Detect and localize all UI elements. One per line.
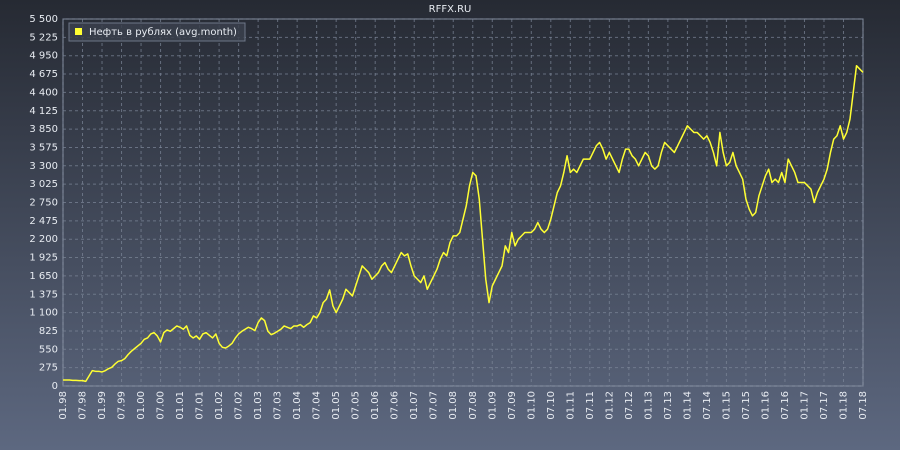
x-tick-label: 01.99 (97, 391, 108, 420)
x-tick-label: 07.10 (546, 391, 557, 420)
x-tick-label: 07.08 (468, 391, 479, 420)
legend-label: Нефть в рублях (avg.month) (89, 27, 237, 38)
x-tick-label: 01.01 (175, 391, 186, 420)
y-tick-label: 4 400 (29, 87, 58, 98)
x-tick-label: 07.98 (78, 391, 89, 420)
y-tick-label: 5 500 (29, 14, 58, 25)
x-tick-label: 07.06 (390, 391, 401, 420)
x-tick-label: 01.16 (760, 391, 771, 420)
y-tick-label: 825 (39, 326, 58, 337)
x-tick-label: 01.09 (487, 391, 498, 420)
x-tick-label: 01.00 (136, 391, 147, 420)
legend-box (68, 22, 246, 42)
x-tick-label: 07.12 (624, 391, 635, 420)
legend-swatch (75, 28, 82, 35)
x-tick-label: 07.07 (429, 391, 440, 420)
y-tick-label: 550 (39, 344, 58, 355)
x-tick-label: 01.11 (565, 391, 576, 420)
y-tick-label: 4 125 (29, 106, 58, 117)
x-tick-label: 01.06 (370, 391, 381, 420)
y-tick-label: 2 475 (29, 216, 58, 227)
y-tick-label: 1 375 (29, 289, 58, 300)
x-tick-label: 01.05 (331, 391, 342, 420)
y-tick-label: 1 650 (29, 271, 58, 282)
x-tick-label: 07.99 (117, 391, 128, 420)
y-tick-label: 3 300 (29, 161, 58, 172)
x-tick-label: 01.07 (409, 391, 420, 420)
x-tick-label: 01.12 (604, 391, 615, 420)
x-tick-label: 07.04 (312, 391, 323, 420)
x-tick-label: 01.04 (292, 391, 303, 420)
y-tick-label: 3 850 (29, 124, 58, 135)
line (63, 64, 864, 383)
x-tick-label: 07.16 (780, 391, 791, 420)
x-tick-label: 07.09 (507, 391, 518, 420)
y-tick-label: 3 025 (29, 179, 58, 190)
y-tick-label: 3 575 (29, 142, 58, 153)
y-tick-label: 1 100 (29, 308, 58, 319)
x-tick-label: 01.02 (214, 391, 225, 420)
y-tick-label: 275 (39, 363, 58, 374)
x-tick-label: 07.11 (585, 391, 596, 420)
chart-title: RFFX.RU (429, 4, 472, 15)
x-tick-label: 07.00 (156, 391, 167, 420)
x-tick-label: 01.13 (643, 391, 654, 420)
x-tick-label: 01.10 (526, 391, 537, 420)
x-tick-label: 07.03 (273, 391, 284, 420)
y-tick-label: 2 750 (29, 198, 58, 209)
x-tick-label: 07.01 (195, 391, 206, 420)
y-tick-label: 0 (52, 381, 58, 392)
x-tick-label: 01.03 (253, 391, 264, 420)
y-tick-label: 1 925 (29, 253, 58, 264)
x-tick-label: 07.05 (351, 391, 362, 420)
x-tick-label: 01.98 (58, 391, 69, 420)
x-tick-label: 07.15 (741, 391, 752, 420)
y-tick-label: 2 200 (29, 234, 58, 245)
x-tick-label: 01.15 (721, 391, 732, 420)
x-tick-label: 01.14 (682, 391, 693, 420)
x-tick-label: 07.17 (819, 391, 830, 420)
x-tick-label: 01.17 (799, 391, 810, 420)
x-tick-label: 01.08 (448, 391, 459, 420)
x-tick-label: 07.13 (663, 391, 674, 420)
y-tick-label: 4 675 (29, 69, 58, 80)
x-tick-label: 01.18 (838, 391, 849, 420)
y-tick-label: 4 950 (29, 51, 58, 62)
y-tick-label: 5 225 (29, 32, 58, 43)
x-tick-label: 07.18 (858, 391, 869, 420)
x-tick-label: 07.14 (702, 391, 713, 420)
x-tick-label: 07.02 (234, 391, 245, 420)
